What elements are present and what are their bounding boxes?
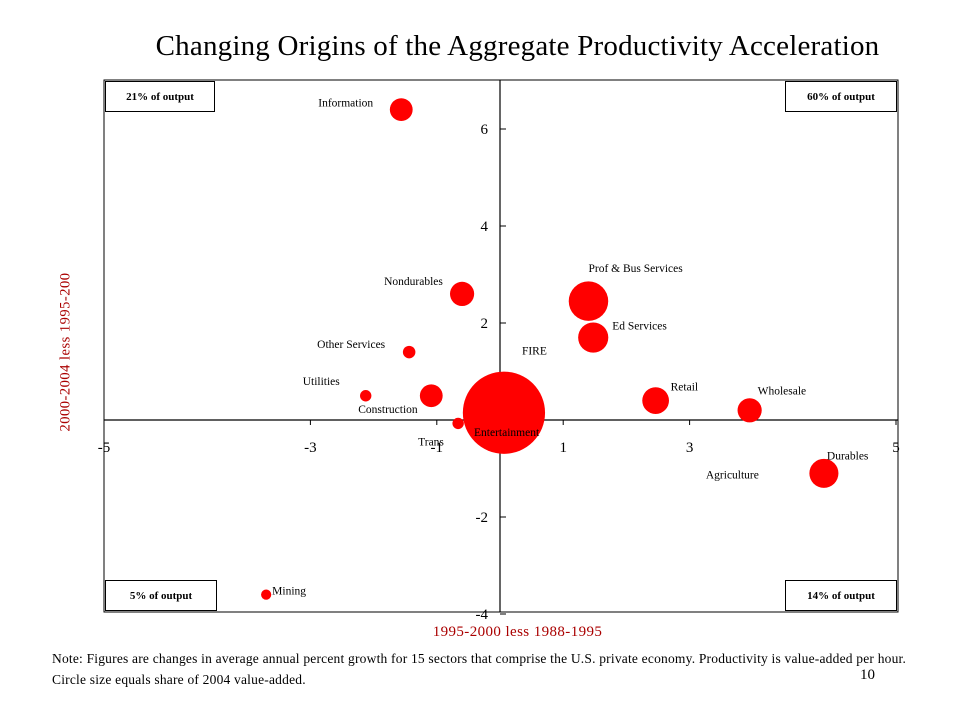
label-construction: Construction [358, 404, 418, 416]
label-other-services: Other Services [317, 339, 386, 351]
bubble-fire [462, 371, 546, 454]
x-tick-label: 3 [686, 440, 694, 456]
bubble-ed-services [578, 322, 609, 353]
x-tick-label: -1 [431, 440, 444, 456]
label-nondurables: Nondurables [384, 276, 443, 288]
y-tick-label: 4 [481, 219, 489, 235]
x-tick-label: 5 [892, 440, 900, 456]
x-tick-label: -5 [98, 440, 111, 456]
y-tick-label: 2 [481, 316, 489, 332]
bubble-wholesale [737, 398, 762, 423]
bubble-other-services [402, 345, 416, 359]
bubble-nondurables [449, 281, 475, 306]
bubble-information [389, 98, 413, 121]
y-tick-label: -2 [476, 510, 489, 526]
label-trans: Trans [418, 436, 444, 448]
label-utilities: Utilities [303, 376, 341, 388]
x-axis-label: 1995-2000 less 1988-1995 [432, 624, 603, 640]
quadrant-box-top-right: 60% of output [785, 81, 897, 112]
label-prof-bus-services: Prof & Bus Services [588, 263, 683, 275]
label-fire: FIRE [522, 346, 547, 358]
y-tick-label: 6 [481, 122, 489, 138]
point-labels: Information Nondurables Other Services Util… [272, 98, 869, 598]
label-mining: Mining [272, 586, 306, 598]
y-axis-label: 2000-2004 less 1995-200 [57, 272, 74, 432]
label-ed-services: Ed Services [612, 321, 667, 333]
x-tick-label: -3 [304, 440, 317, 456]
label-information: Information [318, 98, 373, 110]
quadrant-box-bottom-left: 5% of output [105, 580, 217, 611]
label-retail: Retail [671, 382, 698, 394]
label-agriculture: Agriculture [706, 469, 759, 481]
label-wholesale: Wholesale [758, 385, 807, 397]
quadrant-box-top-left: 21% of output [105, 81, 215, 112]
footnote: Note: Figures are changes in average ann… [52, 651, 907, 687]
x-tick-label: 1 [559, 440, 567, 456]
scatter-chart: -5-3-11356420-2-4 InformationNondurables… [98, 79, 900, 623]
y-tick-label: -4 [476, 607, 489, 623]
bubble-construction [419, 384, 443, 408]
bubble-retail [642, 387, 669, 414]
quadrant-box-bottom-right: 14% of output [785, 580, 897, 611]
bubble-mining [261, 589, 272, 600]
bubbles [261, 98, 839, 600]
plot-border [103, 79, 899, 613]
axes [104, 80, 898, 612]
label-entertainment: Entertainment [474, 427, 540, 439]
bubble-durables [809, 458, 839, 488]
bubble-prof-bus-services [568, 281, 609, 321]
slide-number: 10 [860, 667, 875, 683]
bubble-utilities [360, 390, 372, 402]
chart-title: Changing Origins of the Aggregate Produc… [155, 30, 880, 62]
label-durables: Durables [827, 450, 869, 462]
bubble-trans [452, 417, 464, 430]
